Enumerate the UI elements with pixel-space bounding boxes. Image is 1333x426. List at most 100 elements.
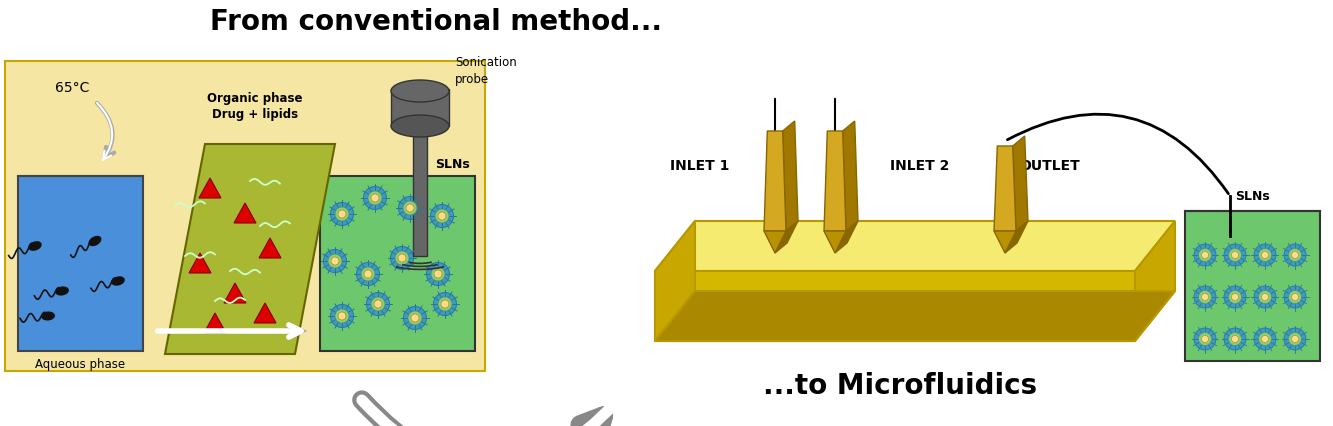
Polygon shape — [994, 231, 1016, 253]
Circle shape — [331, 202, 353, 225]
Circle shape — [331, 305, 353, 328]
Bar — [391, 89, 449, 126]
Text: SLNs: SLNs — [1236, 190, 1270, 203]
Circle shape — [364, 187, 387, 210]
Text: ...to Microfluidics: ...to Microfluidics — [762, 372, 1037, 400]
Circle shape — [1201, 294, 1209, 300]
FancyArrowPatch shape — [157, 325, 301, 337]
Text: Sonication
probe: Sonication probe — [455, 57, 517, 86]
Circle shape — [1229, 248, 1241, 262]
Circle shape — [427, 262, 449, 285]
Circle shape — [1229, 333, 1241, 345]
Polygon shape — [255, 303, 276, 323]
Ellipse shape — [391, 80, 449, 102]
Circle shape — [1254, 286, 1276, 308]
Circle shape — [435, 270, 443, 278]
Circle shape — [1292, 336, 1298, 343]
FancyArrowPatch shape — [97, 103, 112, 160]
Polygon shape — [655, 271, 1134, 341]
Circle shape — [1261, 251, 1269, 259]
Circle shape — [403, 201, 417, 215]
Circle shape — [399, 196, 421, 219]
Circle shape — [1289, 333, 1301, 345]
Circle shape — [431, 204, 453, 227]
Circle shape — [1198, 248, 1212, 262]
Circle shape — [1224, 244, 1246, 266]
Polygon shape — [655, 221, 694, 341]
Polygon shape — [655, 221, 1174, 271]
Circle shape — [439, 212, 447, 220]
FancyBboxPatch shape — [5, 61, 485, 371]
Polygon shape — [824, 131, 846, 231]
Circle shape — [1261, 294, 1269, 300]
Bar — [1185, 211, 1320, 361]
Circle shape — [1284, 328, 1306, 350]
Circle shape — [404, 306, 427, 329]
Polygon shape — [235, 203, 256, 223]
Ellipse shape — [41, 311, 55, 320]
Circle shape — [1292, 294, 1298, 300]
Circle shape — [399, 254, 407, 262]
Text: INLET 1: INLET 1 — [670, 159, 729, 173]
Bar — [320, 176, 475, 351]
Circle shape — [1232, 251, 1238, 259]
Circle shape — [1201, 251, 1209, 259]
Circle shape — [1198, 333, 1212, 345]
Circle shape — [431, 267, 445, 281]
Circle shape — [1254, 328, 1276, 350]
Ellipse shape — [88, 236, 101, 246]
Text: SLNs: SLNs — [436, 158, 471, 171]
Polygon shape — [774, 221, 798, 253]
Circle shape — [339, 210, 347, 218]
Bar — [19, 176, 143, 351]
FancyArrowPatch shape — [361, 400, 619, 426]
Polygon shape — [165, 144, 335, 354]
Circle shape — [361, 267, 375, 281]
Circle shape — [1284, 244, 1306, 266]
Circle shape — [439, 297, 452, 311]
Polygon shape — [1134, 221, 1174, 341]
Circle shape — [433, 293, 456, 316]
Text: Aqueous phase: Aqueous phase — [36, 358, 125, 371]
Circle shape — [367, 293, 389, 316]
Polygon shape — [782, 121, 798, 231]
Circle shape — [395, 251, 409, 265]
Polygon shape — [189, 253, 211, 273]
Circle shape — [1194, 244, 1216, 266]
Circle shape — [1258, 291, 1272, 303]
Text: Organic phase
Drug + lipids: Organic phase Drug + lipids — [207, 92, 303, 121]
Circle shape — [1258, 248, 1272, 262]
Circle shape — [1224, 286, 1246, 308]
Circle shape — [1194, 286, 1216, 308]
Circle shape — [1198, 291, 1212, 303]
FancyArrowPatch shape — [361, 400, 604, 426]
Circle shape — [407, 204, 415, 212]
Text: OUTLET: OUTLET — [1020, 159, 1080, 173]
Circle shape — [328, 254, 343, 268]
Circle shape — [1284, 286, 1306, 308]
Text: From conventional method...: From conventional method... — [211, 8, 663, 36]
Circle shape — [375, 300, 383, 308]
Circle shape — [371, 194, 379, 202]
Polygon shape — [655, 291, 1174, 341]
Polygon shape — [204, 313, 227, 333]
FancyArrowPatch shape — [97, 103, 115, 158]
Circle shape — [441, 300, 449, 308]
Polygon shape — [1013, 136, 1028, 231]
FancyArrowPatch shape — [1008, 114, 1229, 194]
Circle shape — [371, 297, 385, 311]
Circle shape — [339, 312, 347, 320]
Circle shape — [1289, 291, 1301, 303]
Polygon shape — [764, 231, 786, 253]
Circle shape — [1261, 336, 1269, 343]
Circle shape — [356, 262, 380, 285]
Polygon shape — [224, 283, 247, 303]
Polygon shape — [1005, 221, 1028, 253]
Circle shape — [1254, 244, 1276, 266]
Circle shape — [1289, 248, 1301, 262]
Circle shape — [1232, 294, 1238, 300]
Circle shape — [368, 191, 383, 205]
Polygon shape — [834, 221, 858, 253]
Polygon shape — [259, 238, 281, 258]
Circle shape — [1292, 251, 1298, 259]
